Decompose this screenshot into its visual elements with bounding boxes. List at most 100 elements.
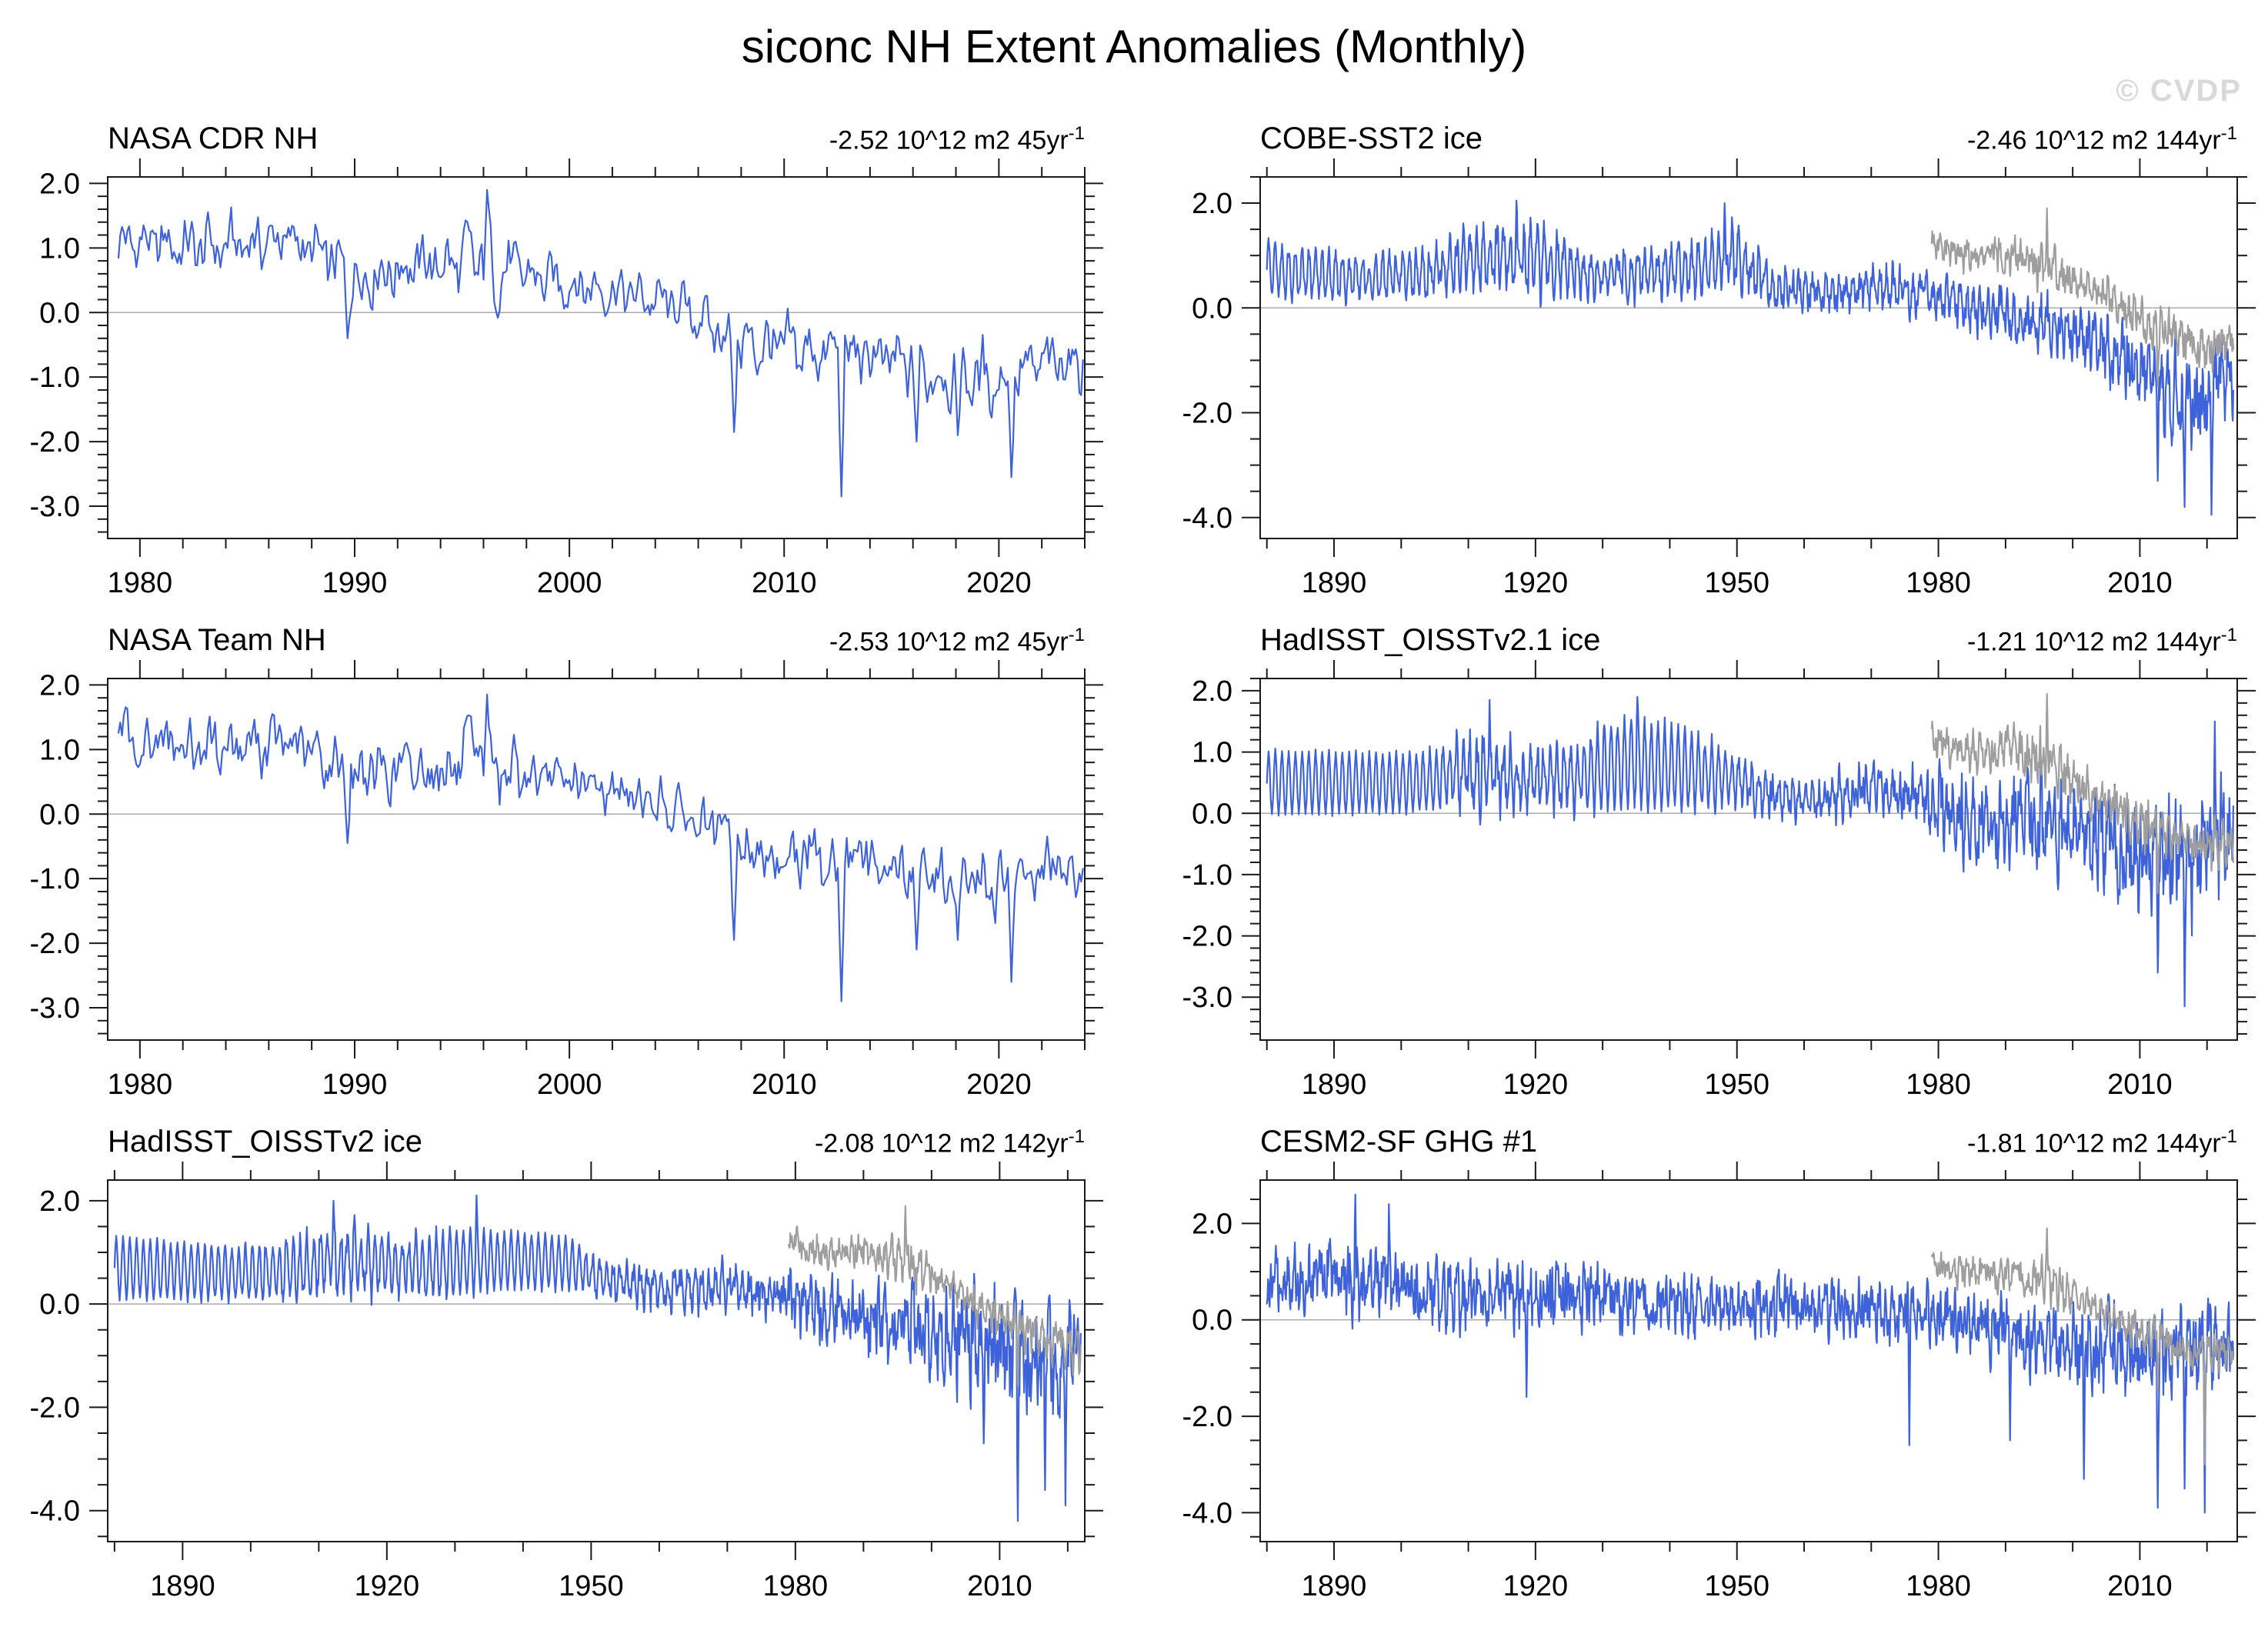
trend-exponent: -1: [1068, 122, 1085, 144]
panel-header: NASA CDR NH -2.52 10^12 m2 45yr-1: [0, 117, 1116, 155]
svg-text:-3.0: -3.0: [1182, 982, 1232, 1014]
svg-text:2.0: 2.0: [1192, 1208, 1232, 1240]
svg-text:1990: 1990: [322, 567, 388, 599]
time-series-plot: 1890 1920 1950 1980 2010 2.0 0.0 -2.0 -4.0: [1182, 1162, 2256, 1602]
time-series-plot: 1890 1920 1950 1980 2010 2.0 0.0 -2.0 -4.0: [30, 1162, 1103, 1602]
svg-text:-2.0: -2.0: [30, 1392, 80, 1424]
svg-text:1980: 1980: [1906, 1069, 1971, 1101]
svg-text:2.0: 2.0: [39, 168, 80, 200]
svg-text:2010: 2010: [752, 1069, 817, 1101]
svg-text:-1.0: -1.0: [30, 863, 80, 895]
svg-text:-2.0: -2.0: [30, 928, 80, 960]
svg-text:0.0: 0.0: [39, 297, 80, 329]
svg-text:1920: 1920: [355, 1570, 420, 1602]
time-series-plot: 1980 1990 2000 2010 2020 2.0 1.0 0.0 -1.0 -2.0 -3.…: [30, 158, 1103, 599]
svg-text:0.0: 0.0: [39, 798, 80, 831]
svg-text:-4.0: -4.0: [30, 1495, 80, 1528]
svg-text:0.0: 0.0: [39, 1289, 80, 1321]
panel-header: HadISST_OISSTv2 ice -2.08 10^12 m2 142yr…: [0, 1120, 1116, 1159]
svg-text:-2.0: -2.0: [1182, 921, 1232, 953]
panel-nasa-team-nh: NASA Team NH -2.53 10^12 m2 45yr-1 1980 1…: [0, 618, 1116, 1112]
svg-text:1920: 1920: [1503, 567, 1569, 599]
svg-text:0.0: 0.0: [1192, 1305, 1232, 1337]
svg-text:1990: 1990: [322, 1069, 388, 1101]
trend-exponent: -1: [2220, 1125, 2237, 1147]
svg-text:2010: 2010: [2107, 1570, 2173, 1602]
svg-text:-1.0: -1.0: [30, 362, 80, 394]
time-series-plot: 1890 1920 1950 1980 2010 2.0 1.0 0.0 -1.0 -2.0 -3.…: [1182, 660, 2256, 1101]
trend-value: -2.53 10^12 m2 45yr: [829, 627, 1069, 656]
panel-title: COBE-SST2 ice: [1260, 122, 1483, 155]
panel-nasa-cdr-nh: NASA CDR NH -2.52 10^12 m2 45yr-1 1980 19…: [0, 117, 1116, 611]
svg-text:1890: 1890: [1302, 1069, 1367, 1101]
svg-text:2010: 2010: [967, 1570, 1032, 1602]
panel-header: CESM2-SF GHG #1 -1.81 10^12 m2 144yr-1: [1152, 1120, 2268, 1159]
svg-text:1980: 1980: [108, 567, 173, 599]
panel-title: NASA CDR NH: [108, 122, 319, 155]
svg-text:1.0: 1.0: [1192, 737, 1232, 769]
trend-value: -1.81 10^12 m2 144yr: [1966, 1129, 2221, 1158]
svg-text:-4.0: -4.0: [1182, 502, 1232, 535]
page-title: siconc NH Extent Anomalies (Monthly): [741, 21, 1527, 72]
svg-text:2010: 2010: [2107, 1069, 2173, 1101]
trend-exponent: -1: [1068, 624, 1085, 645]
trend-exponent: -1: [2220, 122, 2237, 144]
time-series-plot: 1980 1990 2000 2010 2020 2.0 1.0 0.0 -1.0 -2.0 -3.…: [30, 660, 1103, 1101]
svg-text:1920: 1920: [1503, 1570, 1569, 1602]
svg-text:-2.0: -2.0: [1182, 1401, 1232, 1433]
panel-trend-label: -1.81 10^12 m2 144yr-1: [1967, 1122, 2237, 1159]
svg-text:-2.0: -2.0: [30, 426, 80, 458]
svg-text:2.0: 2.0: [39, 1185, 80, 1218]
cvdp-watermark: © CVDP: [2116, 74, 2242, 108]
title-row: siconc NH Extent Anomalies (Monthly) © C…: [0, 0, 2268, 117]
svg-text:1890: 1890: [1302, 567, 1367, 599]
panel-trend-label: -2.08 10^12 m2 142yr-1: [815, 1122, 1085, 1159]
svg-text:0.0: 0.0: [1192, 292, 1232, 325]
svg-text:-4.0: -4.0: [1182, 1497, 1232, 1529]
svg-text:2020: 2020: [966, 567, 1032, 599]
panel-trend-label: -2.53 10^12 m2 45yr-1: [829, 620, 1085, 657]
svg-text:1950: 1950: [1704, 1069, 1769, 1101]
trend-value: -2.46 10^12 m2 144yr: [1966, 125, 2221, 155]
svg-text:2.0: 2.0: [1192, 188, 1232, 220]
panel-header: NASA Team NH -2.53 10^12 m2 45yr-1: [0, 618, 1116, 657]
svg-text:1890: 1890: [1302, 1570, 1367, 1602]
panel-title: CESM2-SF GHG #1: [1260, 1125, 1538, 1159]
svg-text:1980: 1980: [1906, 1570, 1971, 1602]
svg-text:0.0: 0.0: [1192, 798, 1232, 830]
panel-hadisst-oisstv2-ice: HadISST_OISSTv2 ice -2.08 10^12 m2 142yr…: [0, 1120, 1116, 1614]
trend-value: -2.52 10^12 m2 45yr: [829, 125, 1069, 155]
svg-text:2010: 2010: [2107, 567, 2173, 599]
svg-text:1980: 1980: [1906, 567, 1971, 599]
panel-trend-label: -2.46 10^12 m2 144yr-1: [1967, 118, 2237, 155]
svg-text:-2.0: -2.0: [1182, 398, 1232, 430]
svg-text:2000: 2000: [537, 567, 602, 599]
panel-title: HadISST_OISSTv2.1 ice: [1260, 623, 1601, 657]
panel-cesm2-sf-ghg-1: CESM2-SF GHG #1 -1.81 10^12 m2 144yr-1 1…: [1152, 1120, 2268, 1614]
panels-grid: NASA CDR NH -2.52 10^12 m2 45yr-1 1980 19…: [0, 117, 2268, 1614]
svg-text:2.0: 2.0: [1192, 675, 1232, 708]
panel-title: NASA Team NH: [108, 623, 326, 657]
panel-title: HadISST_OISSTv2 ice: [108, 1125, 423, 1159]
svg-text:1950: 1950: [559, 1570, 624, 1602]
svg-text:1.0: 1.0: [39, 232, 80, 265]
svg-text:1920: 1920: [1503, 1069, 1569, 1101]
panel-trend-label: -1.21 10^12 m2 144yr-1: [1967, 620, 2237, 657]
panel-hadisst-oisstv2-1-ice: HadISST_OISSTv2.1 ice -1.21 10^12 m2 144…: [1152, 618, 2268, 1112]
panel-cobe-sst2-ice: COBE-SST2 ice -2.46 10^12 m2 144yr-1 189…: [1152, 117, 2268, 611]
svg-text:2010: 2010: [752, 567, 817, 599]
svg-text:1980: 1980: [763, 1570, 829, 1602]
svg-text:-3.0: -3.0: [30, 491, 80, 523]
svg-text:2000: 2000: [537, 1069, 602, 1101]
svg-text:1950: 1950: [1704, 1570, 1769, 1602]
trend-exponent: -1: [1068, 1125, 1085, 1147]
svg-text:1980: 1980: [108, 1069, 173, 1101]
panel-trend-label: -2.52 10^12 m2 45yr-1: [829, 118, 1085, 155]
panel-header: COBE-SST2 ice -2.46 10^12 m2 144yr-1: [1152, 117, 2268, 155]
trend-value: -2.08 10^12 m2 142yr: [814, 1129, 1069, 1158]
trend-value: -1.21 10^12 m2 144yr: [1966, 627, 2221, 656]
time-series-plot: 1890 1920 1950 1980 2010 2.0 0.0 -2.0 -4.0: [1182, 158, 2256, 599]
svg-text:1.0: 1.0: [39, 734, 80, 766]
trend-exponent: -1: [2220, 624, 2237, 645]
